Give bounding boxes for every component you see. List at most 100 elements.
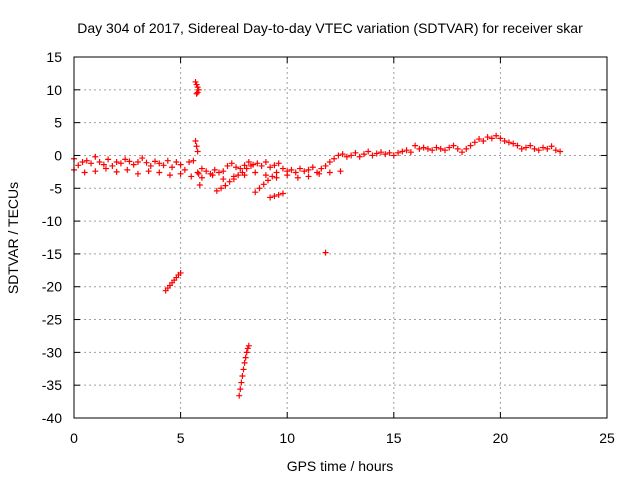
data-point xyxy=(548,143,555,150)
data-point xyxy=(181,166,188,173)
data-point xyxy=(164,157,171,164)
data-point xyxy=(242,354,249,361)
data-point xyxy=(488,135,495,142)
y-tick-label: 10 xyxy=(46,82,62,98)
data-point xyxy=(177,161,184,168)
data-point xyxy=(301,168,308,175)
data-point xyxy=(139,155,146,162)
data-point xyxy=(305,166,312,173)
data-point xyxy=(275,191,282,198)
data-point xyxy=(105,156,112,163)
data-point xyxy=(514,142,521,149)
data-point xyxy=(296,165,303,172)
data-point xyxy=(390,152,397,159)
data-point xyxy=(305,173,312,180)
data-point xyxy=(522,144,529,151)
data-point xyxy=(318,165,325,172)
data-point xyxy=(194,89,201,96)
data-point xyxy=(378,149,385,156)
data-point xyxy=(294,174,301,181)
data-point xyxy=(403,147,410,154)
data-point xyxy=(262,172,269,179)
data-point xyxy=(412,142,419,149)
data-point xyxy=(420,144,427,151)
data-point xyxy=(126,158,133,165)
data-point xyxy=(441,147,448,154)
data-point xyxy=(527,142,534,149)
data-point xyxy=(156,160,163,167)
data-point xyxy=(254,160,261,167)
x-tick-label: 5 xyxy=(177,430,185,446)
data-point xyxy=(552,147,559,154)
data-point xyxy=(309,164,316,171)
data-point xyxy=(386,149,393,156)
data-point xyxy=(316,170,323,177)
y-tick-label: -20 xyxy=(42,279,62,295)
data-point xyxy=(348,152,355,159)
data-point xyxy=(326,169,333,176)
data-point xyxy=(476,136,483,143)
data-point xyxy=(245,159,252,166)
data-point xyxy=(454,145,461,152)
data-point xyxy=(193,90,200,97)
data-point xyxy=(241,359,248,366)
data-point xyxy=(260,181,267,188)
data-point xyxy=(193,143,200,150)
data-point xyxy=(237,386,244,393)
data-point xyxy=(416,145,423,152)
series-isolated-point xyxy=(322,249,329,256)
data-point xyxy=(463,145,470,152)
y-axis-label: SDTVAR / TECUs xyxy=(5,182,21,294)
data-point xyxy=(194,169,201,176)
data-point xyxy=(339,151,346,158)
data-point xyxy=(134,170,141,177)
series-lower-band xyxy=(71,165,344,183)
data-point xyxy=(450,142,457,149)
data-point xyxy=(236,392,243,399)
grid xyxy=(74,57,607,418)
y-tick-label: 5 xyxy=(54,115,62,131)
data-point xyxy=(190,157,197,164)
data-point xyxy=(211,166,218,173)
data-point xyxy=(160,162,167,169)
x-tick-label: 10 xyxy=(279,430,295,446)
data-point xyxy=(213,187,220,194)
data-point xyxy=(337,168,344,175)
data-point xyxy=(279,165,286,172)
data-point xyxy=(226,178,233,185)
data-point xyxy=(173,159,180,166)
data-point xyxy=(203,168,210,175)
data-point xyxy=(130,161,137,168)
data-point xyxy=(360,151,367,158)
data-point xyxy=(186,159,193,166)
data-point xyxy=(109,162,116,169)
data-point xyxy=(484,134,491,141)
data-point xyxy=(196,181,203,188)
y-tick-label: 0 xyxy=(54,147,62,163)
data-point xyxy=(134,159,141,166)
data-point xyxy=(224,162,231,169)
data-point xyxy=(88,160,95,167)
data-point xyxy=(331,155,338,162)
x-tick-label: 0 xyxy=(70,430,78,446)
series-segment-near-6 xyxy=(267,190,286,201)
data-point xyxy=(322,162,329,169)
data-point xyxy=(147,162,154,169)
data-point xyxy=(273,169,280,176)
data-point xyxy=(505,139,512,146)
x-tick-label: 25 xyxy=(599,430,615,446)
data-point xyxy=(510,140,517,147)
plot-frame xyxy=(73,56,608,419)
data-point xyxy=(75,162,82,169)
data-point xyxy=(243,349,250,356)
data-point xyxy=(122,156,129,163)
data-point xyxy=(92,168,99,175)
data-point xyxy=(269,173,276,180)
data-point xyxy=(429,147,436,154)
data-point xyxy=(240,366,247,373)
x-axis-label: GPS time / hours xyxy=(287,458,394,474)
data-point xyxy=(275,160,282,167)
data-point xyxy=(544,145,551,152)
data-point xyxy=(497,135,504,142)
data-point xyxy=(194,148,201,155)
